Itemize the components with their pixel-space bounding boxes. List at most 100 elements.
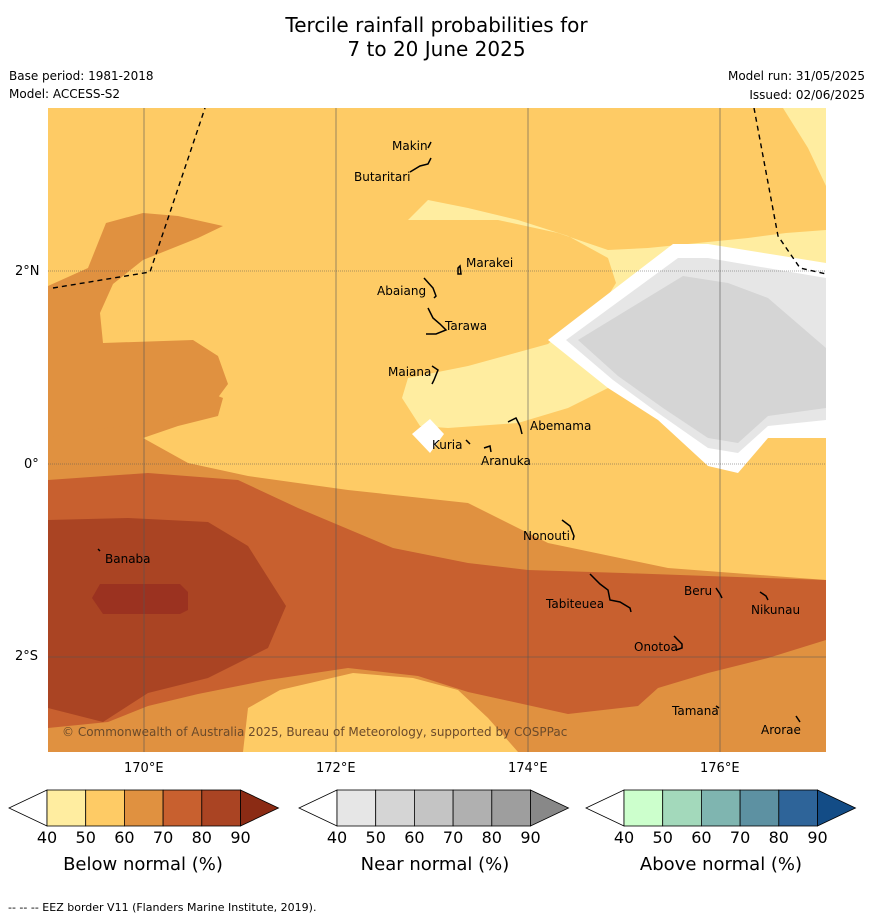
colorbar-below-segment bbox=[201, 789, 241, 827]
colorbar-near-label: Near normal (%) bbox=[360, 854, 510, 875]
colorbar-near-tick: 80 bbox=[481, 828, 502, 847]
colorbar-near-tick: 60 bbox=[404, 828, 425, 847]
label-abemama: Abemama bbox=[530, 419, 591, 433]
model-run: Model run: 31/05/2025 bbox=[727, 69, 865, 83]
below-50-60-bottom bbox=[243, 673, 518, 752]
butaritari-island bbox=[409, 157, 432, 173]
label-tamana: Tamana bbox=[671, 704, 719, 718]
eez-border bbox=[52, 108, 826, 289]
label-kuria: Kuria bbox=[432, 438, 463, 452]
nikunau-island bbox=[759, 591, 769, 601]
colorbar-above-segment bbox=[778, 789, 818, 827]
label-arorae: Arorae bbox=[761, 723, 801, 737]
colorbar-below-tick: 50 bbox=[75, 828, 96, 847]
colorbar-above-tick: 60 bbox=[691, 828, 712, 847]
colorbar-below bbox=[8, 789, 282, 831]
beru-island bbox=[715, 587, 723, 599]
colorbar-near-high-extension bbox=[530, 789, 570, 827]
base-period: Base period: 1981-2018 bbox=[9, 69, 154, 83]
colorbar-near-low-extension bbox=[298, 789, 338, 827]
label-aranuka: Aranuka bbox=[481, 454, 531, 468]
tarawa-island bbox=[426, 307, 448, 335]
arorae-island bbox=[795, 715, 801, 723]
colorbar-above-graphic bbox=[585, 789, 857, 827]
colorbar-near-tick: 70 bbox=[442, 828, 464, 847]
lat-label-0: 0° bbox=[24, 457, 39, 472]
abaiang-island bbox=[423, 277, 437, 299]
colorbar-below-segment bbox=[124, 789, 164, 827]
lat-label-2n: 2°N bbox=[15, 264, 40, 279]
label-makin: Makin bbox=[392, 139, 428, 153]
colorbar-near-graphic bbox=[298, 789, 570, 827]
abemama-island bbox=[507, 416, 523, 435]
tabiteuea-island bbox=[589, 573, 632, 613]
colorbar-near-segment bbox=[491, 789, 531, 827]
onotoa-island bbox=[673, 635, 683, 651]
colorbar-above-segment bbox=[662, 789, 702, 827]
kuria-island bbox=[465, 439, 471, 445]
kuria-white-patch bbox=[412, 419, 444, 453]
lon-label-174: 174°E bbox=[508, 761, 548, 776]
colorbar-above-segment bbox=[623, 789, 664, 827]
colorbar-above-tick: 50 bbox=[652, 828, 673, 847]
colorbar-above-segment bbox=[701, 789, 741, 827]
label-onotoa: Onotoa bbox=[634, 640, 678, 654]
colorbar-near-tick: 90 bbox=[520, 828, 541, 847]
colorbar-below-graphic bbox=[8, 789, 280, 827]
colorbar-below-tick: 70 bbox=[152, 828, 174, 847]
colorbar-above bbox=[585, 789, 859, 831]
colorbar-near-tick: 50 bbox=[365, 828, 386, 847]
colorbar-above-low-extension bbox=[585, 789, 625, 827]
colorbar-below-segment bbox=[85, 789, 125, 827]
label-marakei: Marakei bbox=[466, 256, 513, 270]
colorbar-near-segment bbox=[414, 789, 454, 827]
issued-date: Issued: 02/06/2025 bbox=[749, 88, 865, 102]
model-name: Model: ACCESS-S2 bbox=[9, 87, 121, 101]
label-maiana: Maiana bbox=[388, 365, 431, 379]
below-70-80-area bbox=[48, 473, 826, 728]
colorbar-near-segment bbox=[375, 789, 415, 827]
aranuka-island bbox=[483, 445, 492, 453]
map-title-line2: 7 to 20 June 2025 bbox=[347, 37, 526, 61]
below-60-70-tongue bbox=[48, 213, 228, 438]
colorbar-below-segment bbox=[46, 789, 87, 827]
banaba-island bbox=[97, 548, 101, 552]
colorbar-above-tick: 40 bbox=[613, 828, 635, 847]
tamana-island bbox=[715, 705, 720, 709]
rainfall-probability-map: Makin Butaritari Marakei Abaiang Tarawa … bbox=[48, 108, 826, 752]
label-abaiang: Abaiang bbox=[377, 284, 426, 298]
colorbar-above-label: Above normal (%) bbox=[639, 854, 803, 875]
makin-island bbox=[427, 141, 432, 149]
label-nonouti: Nonouti bbox=[523, 529, 570, 543]
label-butaritari: Butaritari bbox=[354, 170, 411, 184]
copyright-notice: © Commonwealth of Australia 2025, Bureau… bbox=[62, 725, 567, 739]
colorbar-below-low-extension bbox=[8, 789, 48, 827]
colorbar-above-segment bbox=[739, 789, 780, 827]
colorbar-near-segment bbox=[336, 789, 377, 827]
colorbar-below-segment bbox=[162, 789, 203, 827]
near-50-60-area bbox=[578, 276, 826, 443]
lat-label-2s: 2°S bbox=[15, 649, 39, 664]
below-50-60-area bbox=[48, 108, 826, 580]
below-90-plus-area bbox=[92, 584, 188, 614]
colorbar-above-high-extension bbox=[817, 789, 857, 827]
lon-label-172: 172°E bbox=[316, 761, 356, 776]
colorbar-below-tick: 60 bbox=[114, 828, 135, 847]
colorbar-above-tick: 80 bbox=[768, 828, 789, 847]
lon-label-170: 170°E bbox=[124, 761, 164, 776]
below-80-90-area bbox=[48, 518, 286, 722]
label-beru: Beru bbox=[684, 584, 712, 598]
colorbar-near bbox=[298, 789, 572, 831]
colorbar-below-tick: 40 bbox=[36, 828, 58, 847]
colorbar-below-tick: 80 bbox=[191, 828, 212, 847]
eez-footnote: -- -- -- EEZ border V11 (Flanders Marine… bbox=[8, 901, 317, 914]
label-tabiteuea: Tabiteuea bbox=[545, 597, 604, 611]
colorbar-above-tick: 70 bbox=[729, 828, 751, 847]
grid bbox=[48, 108, 826, 752]
colorbar-below-label: Below normal (%) bbox=[63, 854, 223, 875]
colorbar-near-segment bbox=[452, 789, 493, 827]
lon-label-176: 176°E bbox=[700, 761, 740, 776]
label-nikunau: Nikunau bbox=[751, 603, 800, 617]
colorbar-above-tick: 90 bbox=[807, 828, 828, 847]
colorbar-below-tick: 90 bbox=[230, 828, 251, 847]
